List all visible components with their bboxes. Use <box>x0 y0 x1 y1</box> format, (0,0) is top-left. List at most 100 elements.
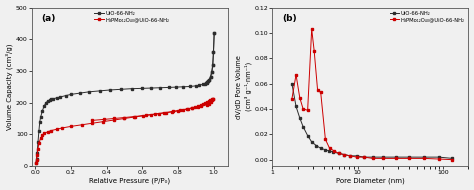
UiO-66-NH₂ <box>118 88 124 90</box>
UiO-66-NH₂ <box>197 84 202 86</box>
UiO-66-NH₂ <box>35 141 41 143</box>
UiO-66-NH₂ <box>54 97 60 99</box>
H₃PMo₁₂O₄₀@UiO-66-NH₂ <box>210 99 215 101</box>
UiO-66-NH₂ <box>314 145 319 147</box>
UiO-66-NH₂ <box>210 51 216 53</box>
H₃PMo₁₂O₄₀@UiO-66-NH₂ <box>36 142 42 144</box>
H₃PMo₁₂O₄₀@UiO-66-NH₂ <box>41 132 47 135</box>
UiO-66-NH₂ <box>34 152 40 154</box>
UiO-66-NH₂ <box>354 155 360 157</box>
H₃PMo₁₂O₄₀@UiO-66-NH₂ <box>341 154 347 156</box>
H₃PMo₁₂O₄₀@UiO-66-NH₂ <box>331 150 337 152</box>
Y-axis label: Volume Capacity (cm³/g): Volume Capacity (cm³/g) <box>6 44 13 130</box>
UiO-66-NH₂ <box>362 156 367 158</box>
UiO-66-NH₂ <box>38 116 44 118</box>
H₃PMo₁₂O₄₀@UiO-66-NH₂ <box>59 127 65 129</box>
UiO-66-NH₂ <box>36 130 42 132</box>
H₃PMo₁₂O₄₀@UiO-66-NH₂ <box>68 125 74 127</box>
UiO-66-NH₂ <box>293 105 299 108</box>
H₃PMo₁₂O₄₀@UiO-66-NH₂ <box>177 109 182 111</box>
H₃PMo₁₂O₄₀@UiO-66-NH₂ <box>34 154 40 156</box>
H₃PMo₁₂O₄₀@UiO-66-NH₂ <box>336 152 341 154</box>
H₃PMo₁₂O₄₀@UiO-66-NH₂ <box>33 162 39 164</box>
UiO-66-NH₂ <box>97 90 102 92</box>
UiO-66-NH₂ <box>393 156 399 158</box>
H₃PMo₁₂O₄₀@UiO-66-NH₂ <box>152 113 158 115</box>
H₃PMo₁₂O₄₀@UiO-66-NH₂ <box>421 157 427 160</box>
H₃PMo₁₂O₄₀@UiO-66-NH₂ <box>90 122 95 124</box>
UiO-66-NH₂ <box>326 150 332 152</box>
UiO-66-NH₂ <box>204 82 210 84</box>
Y-axis label: dV/dD Pore Volume
(cm³ g⁻¹·nm⁻¹): dV/dD Pore Volume (cm³ g⁻¹·nm⁻¹) <box>236 55 252 119</box>
UiO-66-NH₂ <box>77 92 83 94</box>
UiO-66-NH₂ <box>209 70 215 73</box>
H₃PMo₁₂O₄₀@UiO-66-NH₂ <box>184 108 190 110</box>
UiO-66-NH₂ <box>37 120 43 123</box>
H₃PMo₁₂O₄₀@UiO-66-NH₂ <box>195 106 201 108</box>
Line: UiO-66-NH₂: UiO-66-NH₂ <box>35 32 216 164</box>
UiO-66-NH₂ <box>40 109 46 112</box>
UiO-66-NH₂ <box>322 148 328 151</box>
H₃PMo₁₂O₄₀@UiO-66-NH₂ <box>436 158 442 160</box>
H₃PMo₁₂O₄₀@UiO-66-NH₂ <box>48 129 54 132</box>
H₃PMo₁₂O₄₀@UiO-66-NH₂ <box>305 109 310 111</box>
H₃PMo₁₂O₄₀@UiO-66-NH₂ <box>362 156 367 158</box>
H₃PMo₁₂O₄₀@UiO-66-NH₂ <box>311 50 317 52</box>
UiO-66-NH₂ <box>173 86 179 88</box>
UiO-66-NH₂ <box>188 85 193 88</box>
Line: UiO-66-NH₂: UiO-66-NH₂ <box>291 82 454 160</box>
UiO-66-NH₂ <box>297 117 302 119</box>
H₃PMo₁₂O₄₀@UiO-66-NH₂ <box>206 102 212 105</box>
H₃PMo₁₂O₄₀@UiO-66-NH₂ <box>450 158 456 161</box>
H₃PMo₁₂O₄₀@UiO-66-NH₂ <box>208 101 214 103</box>
UiO-66-NH₂ <box>210 63 216 66</box>
Line: H₃PMo₁₂O₄₀@UiO-66-NH₂: H₃PMo₁₂O₄₀@UiO-66-NH₂ <box>35 97 215 164</box>
UiO-66-NH₂ <box>157 87 163 89</box>
X-axis label: Relative Pressure (P/P₀): Relative Pressure (P/P₀) <box>89 178 171 184</box>
UiO-66-NH₂ <box>309 141 315 143</box>
X-axis label: Pore Diameter (nm): Pore Diameter (nm) <box>336 178 405 184</box>
H₃PMo₁₂O₄₀@UiO-66-NH₂ <box>161 112 166 114</box>
H₃PMo₁₂O₄₀@UiO-66-NH₂ <box>170 110 175 113</box>
H₃PMo₁₂O₄₀@UiO-66-NH₂ <box>297 96 302 99</box>
Legend: UiO-66-NH₂, H₃PMo₁₂O₄₀@UiO-66-NH₂: UiO-66-NH₂, H₃PMo₁₂O₄₀@UiO-66-NH₂ <box>389 10 466 23</box>
UiO-66-NH₂ <box>200 83 206 85</box>
H₃PMo₁₂O₄₀@UiO-66-NH₂ <box>34 158 39 161</box>
H₃PMo₁₂O₄₀@UiO-66-NH₂ <box>327 147 332 149</box>
H₃PMo₁₂O₄₀@UiO-66-NH₂ <box>143 114 149 116</box>
UiO-66-NH₂ <box>318 147 324 149</box>
H₃PMo₁₂O₄₀@UiO-66-NH₂ <box>347 155 353 157</box>
UiO-66-NH₂ <box>208 75 213 78</box>
UiO-66-NH₂ <box>406 156 412 158</box>
UiO-66-NH₂ <box>436 156 442 158</box>
H₃PMo₁₂O₄₀@UiO-66-NH₂ <box>370 157 375 160</box>
H₃PMo₁₂O₄₀@UiO-66-NH₂ <box>132 116 138 118</box>
Legend: UiO-66-NH₂, H₃PMo₁₂O₄₀@UiO-66-NH₂: UiO-66-NH₂, H₃PMo₁₂O₄₀@UiO-66-NH₂ <box>93 10 171 23</box>
UiO-66-NH₂ <box>148 87 154 89</box>
UiO-66-NH₂ <box>34 158 39 160</box>
H₃PMo₁₂O₄₀@UiO-66-NH₂ <box>406 157 412 160</box>
UiO-66-NH₂ <box>166 86 172 89</box>
UiO-66-NH₂ <box>300 126 306 128</box>
UiO-66-NH₂ <box>341 154 347 156</box>
Text: (b): (b) <box>282 14 297 23</box>
UiO-66-NH₂ <box>47 99 53 101</box>
UiO-66-NH₂ <box>289 82 295 85</box>
UiO-66-NH₂ <box>330 151 336 153</box>
UiO-66-NH₂ <box>57 96 63 98</box>
H₃PMo₁₂O₄₀@UiO-66-NH₂ <box>198 105 204 107</box>
H₃PMo₁₂O₄₀@UiO-66-NH₂ <box>309 28 315 30</box>
UiO-66-NH₂ <box>50 98 56 100</box>
H₃PMo₁₂O₄₀@UiO-66-NH₂ <box>100 120 106 123</box>
UiO-66-NH₂ <box>421 156 427 158</box>
UiO-66-NH₂ <box>380 156 386 158</box>
H₃PMo₁₂O₄₀@UiO-66-NH₂ <box>354 156 360 158</box>
UiO-66-NH₂ <box>336 152 341 154</box>
UiO-66-NH₂ <box>68 93 74 96</box>
H₃PMo₁₂O₄₀@UiO-66-NH₂ <box>315 89 320 91</box>
UiO-66-NH₂ <box>206 79 212 81</box>
Line: H₃PMo₁₂O₄₀@UiO-66-NH₂: H₃PMo₁₂O₄₀@UiO-66-NH₂ <box>291 28 454 161</box>
UiO-66-NH₂ <box>211 32 217 34</box>
UiO-66-NH₂ <box>347 155 353 157</box>
H₃PMo₁₂O₄₀@UiO-66-NH₂ <box>79 124 84 126</box>
